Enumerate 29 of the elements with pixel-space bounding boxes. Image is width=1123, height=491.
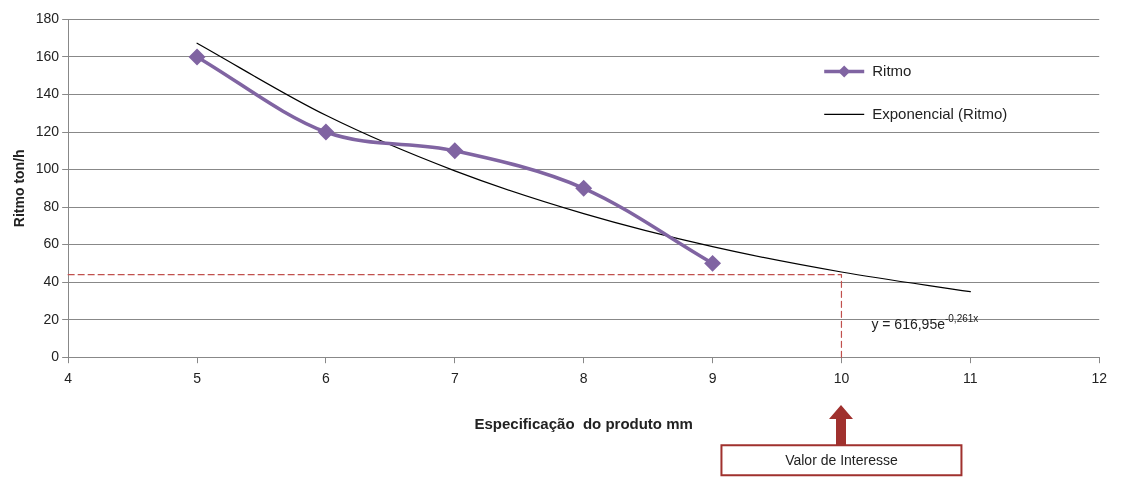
x-tick-label: 12 — [1091, 370, 1108, 387]
x-tick-label: 9 — [708, 370, 717, 387]
x-tick-label: 6 — [322, 370, 331, 387]
y-tick-label: 120 — [35, 122, 60, 139]
y-tick-label: 20 — [43, 310, 60, 327]
y-tick-label: 40 — [43, 272, 60, 289]
legend-label: Exponencial (Ritmo) — [872, 104, 1008, 122]
point — [318, 124, 334, 140]
x-tick-label: 8 — [579, 370, 588, 387]
y-axis-title: Ritmo ton/h — [11, 149, 28, 228]
point — [189, 49, 205, 65]
y-tick-label: 180 — [35, 10, 60, 27]
y-tick-label: 140 — [35, 85, 60, 102]
y-tick-label: 0 — [51, 348, 60, 365]
point — [447, 143, 463, 159]
x-axis-title: Especificação do produto mm — [474, 415, 693, 433]
y-tick-label: 80 — [43, 197, 60, 214]
point — [704, 255, 721, 272]
y-tick-label: 160 — [35, 47, 60, 64]
y-tick-label: 100 — [35, 160, 60, 177]
legend-label: Ritmo — [872, 61, 912, 79]
text: Valor de Interesse — [785, 452, 898, 469]
y-tick-label: 60 — [43, 235, 60, 252]
x-tick-label: 4 — [64, 370, 73, 387]
x-tick-label: 7 — [450, 370, 459, 387]
x-tick-label: 10 — [833, 370, 850, 387]
x-tick-label: 5 — [193, 370, 202, 387]
point — [575, 180, 592, 197]
x-tick-label: 11 — [963, 370, 978, 387]
